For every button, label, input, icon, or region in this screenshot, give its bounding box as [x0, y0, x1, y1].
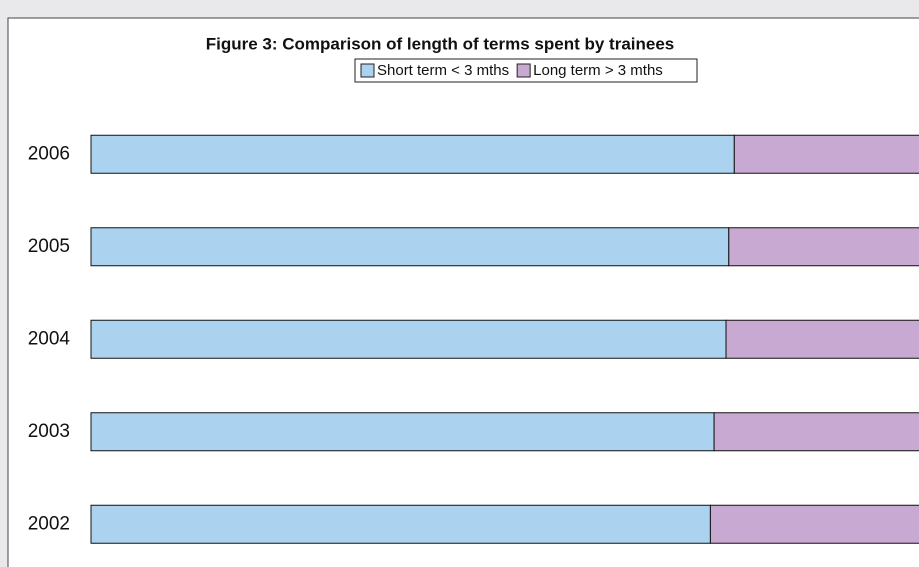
bar-segment — [90, 134, 735, 174]
y-tick-label: 2006 — [28, 143, 70, 164]
y-tick-label: 2004 — [28, 328, 71, 349]
chart-title: Figure 3: Comparison of length of terms … — [206, 34, 675, 53]
bar-segment — [90, 319, 727, 359]
bar-segment — [728, 227, 919, 267]
legend-label: Short term < 3 mths — [377, 62, 509, 79]
bar-segment — [90, 504, 711, 544]
y-tick-label: 2003 — [28, 421, 70, 442]
bar-segment — [90, 412, 715, 452]
chart-panel — [7, 17, 919, 567]
bar-segment — [733, 134, 919, 174]
y-tick-label: 2005 — [28, 236, 70, 257]
y-tick-label: 2002 — [28, 513, 70, 534]
bar-segment — [713, 412, 919, 452]
legend-swatch — [360, 63, 375, 78]
bar-segment — [725, 319, 919, 359]
bar-segment — [90, 227, 730, 267]
legend-swatch — [516, 63, 531, 78]
bar-segment — [709, 504, 919, 544]
legend-label: Long term > 3 mths — [533, 62, 663, 79]
